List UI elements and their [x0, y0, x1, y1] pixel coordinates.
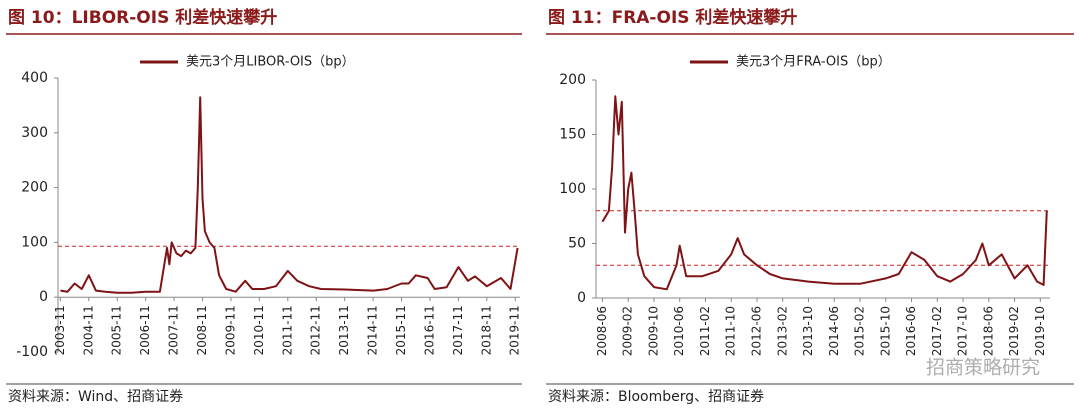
x-tick-label: 2009-11 — [223, 305, 237, 355]
x-tick-label: 2009-02 — [621, 306, 635, 356]
x-tick-label: 2017-02 — [930, 306, 944, 356]
chart-title: 图 10：LIBOR-OIS 利差快速攀升 — [8, 7, 277, 28]
x-tick-label: 2013-10 — [801, 306, 815, 356]
y-tick-label: 100 — [21, 234, 48, 250]
x-tick-label: 2012-06 — [749, 306, 763, 356]
x-tick-label: 2011-02 — [698, 306, 712, 356]
y-tick-label: 150 — [559, 127, 586, 143]
y-tick-label: 200 — [559, 72, 586, 88]
watermark: 招商策略研究 — [926, 357, 1040, 379]
x-tick-label: 2008-11 — [195, 305, 209, 355]
x-tick-label: 2019-11 — [508, 305, 522, 355]
x-tick-label: 2018-06 — [981, 306, 995, 356]
y-tick-label: 300 — [21, 125, 48, 141]
x-tick-label: 2005-11 — [110, 305, 124, 355]
x-tick-label: 2019-10 — [1033, 306, 1047, 356]
x-tick-label: 2011-10 — [724, 306, 738, 356]
x-tick-label: 2010-06 — [672, 306, 686, 356]
x-tick-label: 2016-06 — [904, 306, 918, 356]
series-line — [60, 96, 519, 294]
x-tick-label: 2013-11 — [337, 305, 351, 355]
y-tick-label: 100 — [559, 181, 586, 197]
x-tick-label: 2017-11 — [451, 305, 465, 355]
x-tick-label: 2003-11 — [53, 305, 67, 355]
x-tick-label: 2011-11 — [280, 305, 294, 355]
source: 资料来源：Wind、招商证券 — [8, 389, 183, 405]
y-tick-label: 200 — [21, 180, 48, 196]
x-tick-label: 2007-11 — [167, 305, 181, 355]
x-tick-label: 2015-02 — [853, 306, 867, 356]
chart-title: 图 11：FRA-OIS 利差快速攀升 — [548, 7, 797, 28]
legend-label: 美元3个月FRA-OIS（bp） — [736, 55, 891, 70]
legend-label: 美元3个月LIBOR-OIS（bp） — [186, 55, 355, 70]
x-tick-label: 2015-10 — [878, 306, 892, 356]
x-tick-label: 2008-06 — [595, 306, 609, 356]
x-tick-label: 2015-11 — [394, 305, 408, 355]
x-tick-label: 2018-11 — [479, 305, 493, 355]
y-tick-label: -100 — [16, 344, 48, 360]
y-tick-label: 0 — [39, 289, 48, 305]
x-tick-label: 2004-11 — [81, 305, 95, 355]
x-tick-label: 2006-11 — [138, 305, 152, 355]
x-tick-label: 2012-11 — [309, 305, 323, 355]
source: 资料来源：Bloomberg、招商证券 — [548, 389, 764, 405]
x-tick-label: 2014-06 — [827, 306, 841, 356]
x-tick-label: 2017-10 — [956, 306, 970, 356]
series-line — [601, 95, 1048, 291]
x-tick-label: 2014-11 — [366, 305, 380, 355]
x-tick-label: 2019-02 — [1007, 306, 1021, 356]
x-tick-label: 2010-11 — [252, 305, 266, 355]
y-tick-label: 50 — [568, 236, 586, 252]
y-tick-label: 400 — [21, 70, 48, 86]
x-tick-label: 2016-11 — [422, 305, 436, 355]
y-tick-label: 0 — [577, 290, 586, 306]
x-tick-label: 2013-02 — [775, 306, 789, 356]
x-tick-label: 2009-10 — [646, 306, 660, 356]
